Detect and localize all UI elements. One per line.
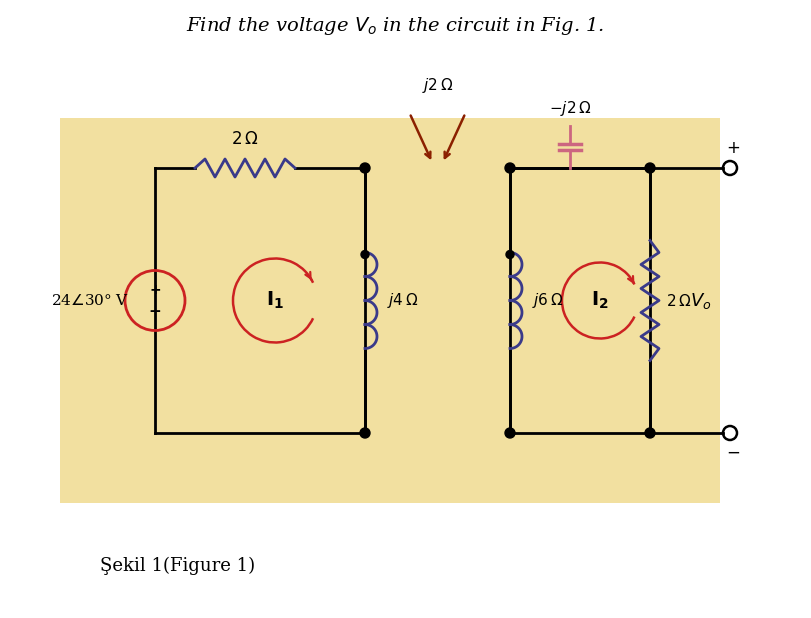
Text: $V_o$: $V_o$ [690, 290, 711, 310]
Text: +: + [726, 139, 740, 157]
Circle shape [505, 163, 515, 173]
Bar [60, 118, 720, 503]
Text: −: − [148, 304, 161, 319]
Circle shape [645, 428, 655, 438]
Text: $2\,\Omega$: $2\,\Omega$ [666, 292, 691, 308]
Text: $j2\,\Omega$: $j2\,\Omega$ [422, 76, 453, 95]
Text: $-j2\,\Omega$: $-j2\,\Omega$ [549, 99, 591, 118]
Circle shape [506, 250, 514, 258]
Circle shape [360, 428, 370, 438]
Text: −: − [726, 444, 740, 462]
Text: 24$\angle$30° V: 24$\angle$30° V [51, 293, 129, 308]
Text: $\mathbf{I_1}$: $\mathbf{I_1}$ [266, 290, 284, 311]
Text: $2\,\Omega$: $2\,\Omega$ [231, 131, 259, 148]
Circle shape [645, 163, 655, 173]
Text: $j4\,\Omega$: $j4\,\Omega$ [387, 291, 418, 310]
Text: Şekil 1(Figure 1): Şekil 1(Figure 1) [100, 557, 255, 575]
Text: $\mathbf{I_2}$: $\mathbf{I_2}$ [591, 290, 609, 311]
Circle shape [360, 163, 370, 173]
Text: Find the voltage $V_o$ in the circuit in Fig. 1.: Find the voltage $V_o$ in the circuit in… [186, 15, 604, 37]
Circle shape [505, 428, 515, 438]
Text: +: + [149, 282, 161, 297]
Text: $j6\,\Omega$: $j6\,\Omega$ [532, 291, 564, 310]
Circle shape [361, 250, 369, 258]
